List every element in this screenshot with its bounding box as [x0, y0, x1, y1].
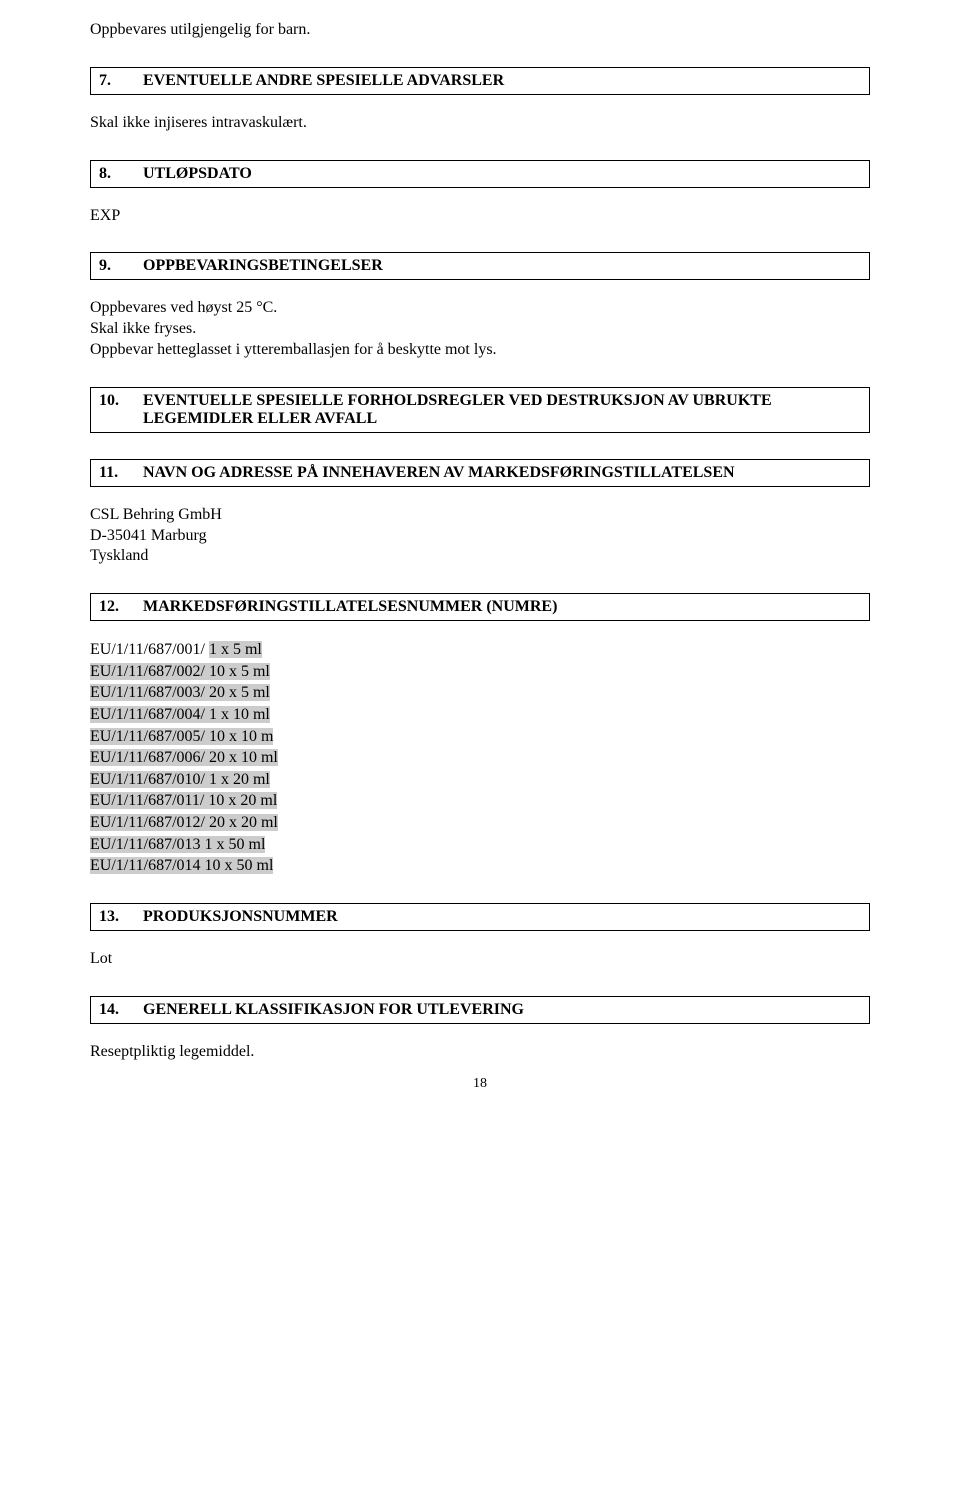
section-10-header: 10. EVENTUELLE SPESIELLE FORHOLDSREGLER …: [90, 387, 870, 433]
section-14-body: Reseptpliktig legemiddel.: [90, 1042, 870, 1063]
marketing-number-row: EU/1/11/687/013 1 x 50 ml: [90, 834, 870, 856]
section-13-title: PRODUKSJONSNUMMER: [143, 908, 861, 926]
page-number: 18: [90, 1076, 870, 1092]
section-9-header: 9. OPPBEVARINGSBETINGELSER: [90, 252, 870, 280]
marketing-number-row: EU/1/11/687/010/ 1 x 20 ml: [90, 769, 870, 791]
section-12-header: 12. MARKEDSFØRINGSTILLATELSESNUMMER (NUM…: [90, 593, 870, 621]
section-12-title: MARKEDSFØRINGSTILLATELSESNUMMER (NUMRE): [143, 598, 861, 616]
section-8-body: EXP: [90, 206, 870, 227]
section-11-header: 11. NAVN OG ADRESSE PÅ INNEHAVEREN AV MA…: [90, 459, 870, 487]
section-11-title: NAVN OG ADRESSE PÅ INNEHAVEREN AV MARKED…: [143, 464, 861, 482]
section-14-num: 14.: [99, 1001, 143, 1019]
top-line: Oppbevares utilgjengelig for barn.: [90, 20, 870, 41]
section-7-title: EVENTUELLE ANDRE SPESIELLE ADVARSLER: [143, 72, 861, 90]
section-11-line2: D-35041 Marburg: [90, 526, 870, 547]
section-13-body: Lot: [90, 949, 870, 970]
section-7-body: Skal ikke injiseres intravaskulært.: [90, 113, 870, 134]
section-14-header: 14. GENERELL KLASSIFIKASJON FOR UTLEVERI…: [90, 996, 870, 1024]
marketing-number-row: EU/1/11/687/014 10 x 50 ml: [90, 855, 870, 877]
marketing-number-row: EU/1/11/687/005/ 10 x 10 m: [90, 726, 870, 748]
section-11-line1: CSL Behring GmbH: [90, 505, 870, 526]
section-9-num: 9.: [99, 257, 143, 275]
section-9-line3: Oppbevar hetteglasset i ytteremballasjen…: [90, 340, 870, 361]
section-11-body: CSL Behring GmbH D-35041 Marburg Tysklan…: [90, 505, 870, 567]
marketing-number-row: EU/1/11/687/011/ 10 x 20 ml: [90, 790, 870, 812]
section-9-body: Oppbevares ved høyst 25 °C. Skal ikke fr…: [90, 298, 870, 360]
section-12-body: EU/1/11/687/001/ 1 x 5 mlEU/1/11/687/002…: [90, 639, 870, 877]
section-11-num: 11.: [99, 464, 143, 482]
section-9-line1: Oppbevares ved høyst 25 °C.: [90, 298, 870, 319]
section-13-header: 13. PRODUKSJONSNUMMER: [90, 903, 870, 931]
section-8-title: UTLØPSDATO: [143, 165, 861, 183]
marketing-number-row: EU/1/11/687/004/ 1 x 10 ml: [90, 704, 870, 726]
section-14-title: GENERELL KLASSIFIKASJON FOR UTLEVERING: [143, 1001, 861, 1019]
section-13-num: 13.: [99, 908, 143, 926]
section-11-line3: Tyskland: [90, 546, 870, 567]
section-10-num: 10.: [99, 392, 143, 428]
section-8-num: 8.: [99, 165, 143, 183]
section-10-title: EVENTUELLE SPESIELLE FORHOLDSREGLER VED …: [143, 392, 861, 428]
marketing-number-row: EU/1/11/687/002/ 10 x 5 ml: [90, 661, 870, 683]
section-9-title: OPPBEVARINGSBETINGELSER: [143, 257, 861, 275]
marketing-number-row: EU/1/11/687/006/ 20 x 10 ml: [90, 747, 870, 769]
section-9-line2: Skal ikke fryses.: [90, 319, 870, 340]
section-8-header: 8. UTLØPSDATO: [90, 160, 870, 188]
marketing-number-row: EU/1/11/687/012/ 20 x 20 ml: [90, 812, 870, 834]
marketing-number-row: EU/1/11/687/003/ 20 x 5 ml: [90, 682, 870, 704]
marketing-number-row: EU/1/11/687/001/ 1 x 5 ml: [90, 639, 870, 661]
section-12-num: 12.: [99, 598, 143, 616]
section-7-header: 7. EVENTUELLE ANDRE SPESIELLE ADVARSLER: [90, 67, 870, 95]
section-7-num: 7.: [99, 72, 143, 90]
